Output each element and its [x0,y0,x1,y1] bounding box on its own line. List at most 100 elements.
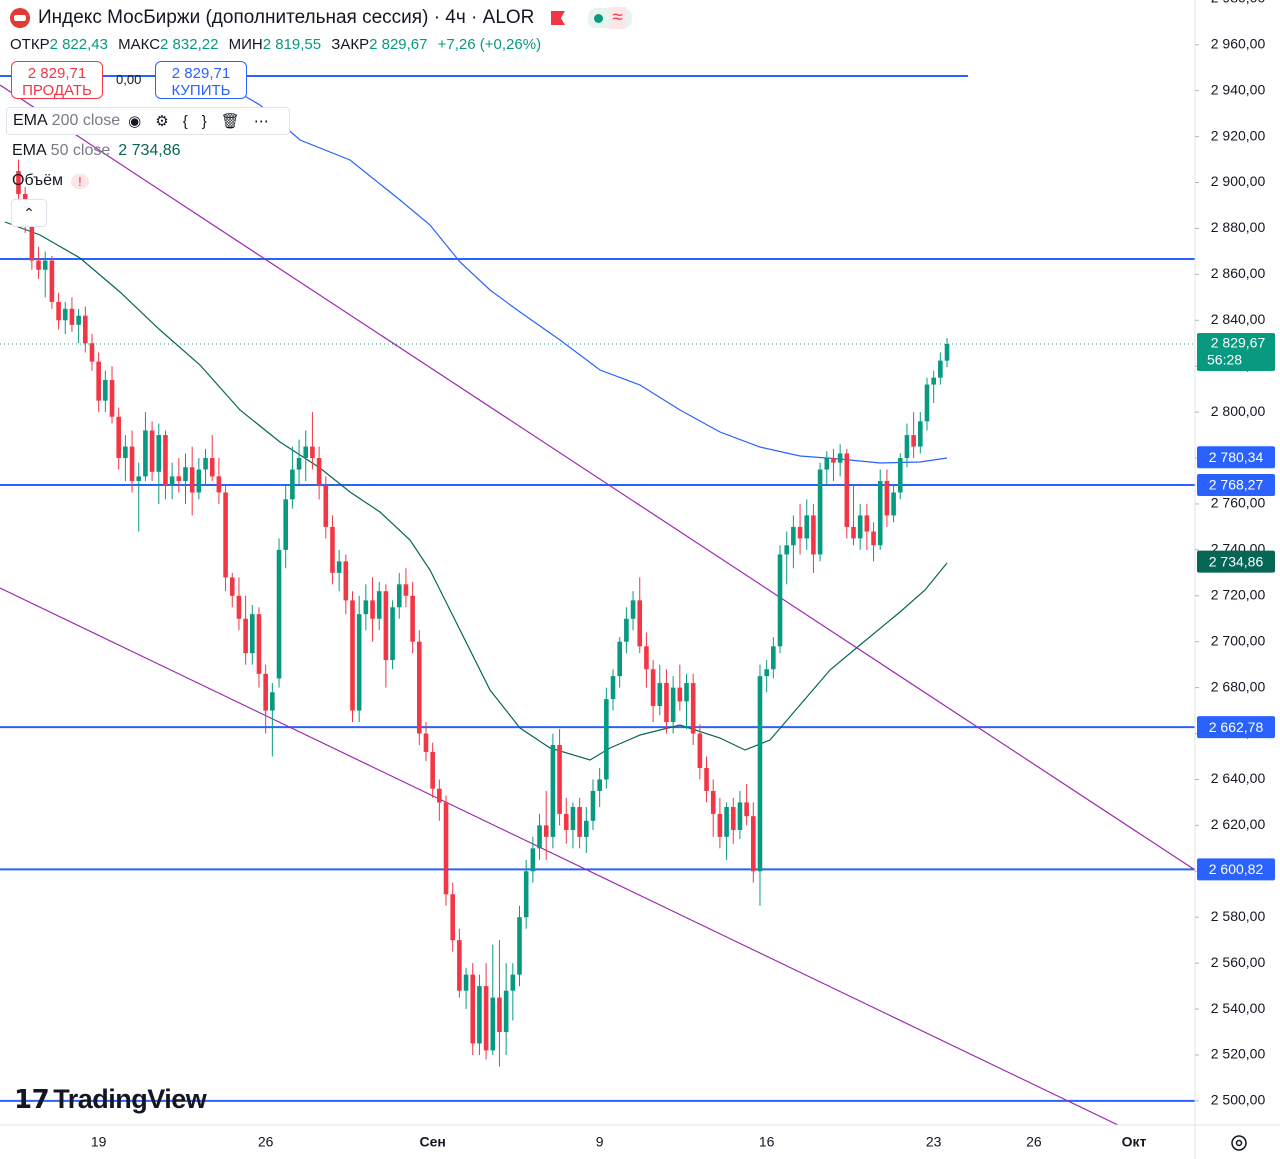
candle-body [410,595,415,642]
logo-mark: 𝟭𝟳 [14,1084,50,1114]
candle-body [216,476,222,493]
y-tick-label: 2 940,00 [1211,81,1266,97]
candle-body [96,361,101,401]
candle-body [163,435,168,486]
candle-body [550,745,556,837]
candle-body [804,515,810,539]
candle-body [824,458,830,470]
flag-icon[interactable] [548,9,568,27]
candle-body [236,595,242,619]
candle-body [396,584,402,608]
countdown: 56:28 [1207,352,1242,368]
indicator-row[interactable]: EMA 200 close ◉⚙{}🗑⋯ [6,107,290,135]
price-label-box [1197,858,1275,881]
indicator-row[interactable]: EMA 50 close 2 734,86 [6,138,187,164]
y-tick-label: 2 540,00 [1211,1000,1266,1016]
candle-body [644,646,649,670]
candle-body [831,458,836,463]
y-tick-label: 2 840,00 [1211,311,1266,327]
candle-body [169,476,175,486]
change: +7,26 (+0,26%) [437,36,542,53]
candle-body [817,469,823,555]
candle-body [330,526,335,573]
y-tick-label: 2 920,00 [1211,127,1266,143]
candle-body [577,807,582,837]
candle-body [490,997,496,1051]
y-tick-label: 2 620,00 [1211,816,1266,832]
collapse-button[interactable]: ⌃ [11,199,47,227]
sell-label: ПРОДАТЬ [22,82,92,99]
candle-body [42,260,48,270]
candle-body [784,545,789,555]
y-tick-label: 2 580,00 [1211,908,1266,924]
ohlc-key: МИН [228,36,263,53]
candle-body [56,301,61,321]
candle-body [637,600,643,647]
candle-body [76,315,81,325]
candle-body [263,673,268,711]
indicator-params: 50 close [50,142,111,159]
candle-body [791,526,796,546]
candle-body [624,618,629,642]
candle-body [129,446,135,481]
ohlc-key: ЗАКР [331,36,370,53]
x-tick-label: Сен [419,1134,445,1150]
sell-button[interactable]: 2 829,71 ПРОДАТЬ [11,61,103,99]
y-tick-label: 2 980,00 [1211,0,1266,6]
candle-body [276,549,282,679]
ohlc-row: ОТКР2 822,43 МАКС2 832,22 МИН2 819,55 ЗА… [10,36,547,53]
candle-body [737,802,743,830]
candle-body [557,745,562,814]
candle-body [443,802,449,895]
candle-body [677,687,683,702]
candle-body [183,467,188,481]
candle-body [670,687,676,723]
candle-body [497,997,502,1033]
settings-icon[interactable] [1231,1135,1247,1151]
candle-body [189,467,195,493]
candle-body [16,171,21,195]
candle-body [710,790,716,814]
x-tick-label: 26 [1026,1134,1042,1150]
candle-body [350,600,355,711]
candle-body [89,343,95,362]
candle-body [630,600,636,619]
candle-body [483,986,489,1051]
candle-body [103,379,108,401]
candle-body [543,825,549,837]
candle-body [764,669,769,677]
candle-body [517,917,522,975]
x-tick-label: Окт [1122,1134,1147,1150]
buy-button[interactable]: 2 829,71 КУПИТЬ [155,61,247,99]
candle-body [109,379,115,417]
ema-200 [199,69,948,464]
candle-body [36,260,41,270]
candle-body [757,676,763,872]
indicator-value: 2 734,86 [118,142,181,159]
x-tick-label: 19 [91,1134,107,1150]
candle-body [851,526,856,539]
candle-body [176,476,182,481]
indicator-name: Объём [12,172,63,189]
candle-body [376,591,382,619]
candle-body [584,820,589,837]
y-tick-label: 2 900,00 [1211,173,1266,189]
y-tick-label: 2 720,00 [1211,586,1266,602]
x-tick-label: 9 [596,1134,604,1150]
status-badge[interactable]: ≈ [588,7,632,29]
candle-body [209,458,215,477]
y-tick-label: 2 520,00 [1211,1046,1266,1062]
indicator-row[interactable]: Объём! [6,168,95,194]
y-tick-label: 2 760,00 [1211,495,1266,511]
candle-body [156,435,162,472]
candle-body [884,480,890,516]
title-bar: Индекс МосБиржи (дополнительная сессия) … [8,7,632,29]
candle-body [857,515,863,539]
y-tick-label: 2 700,00 [1211,632,1266,648]
candle-body [771,646,776,670]
indicator-icons[interactable]: ◉⚙{}🗑⋯ [128,113,283,130]
warning-icon[interactable]: ! [70,173,89,189]
last-price-label: 2 829,67 [1211,335,1266,351]
candle-body [256,614,262,674]
